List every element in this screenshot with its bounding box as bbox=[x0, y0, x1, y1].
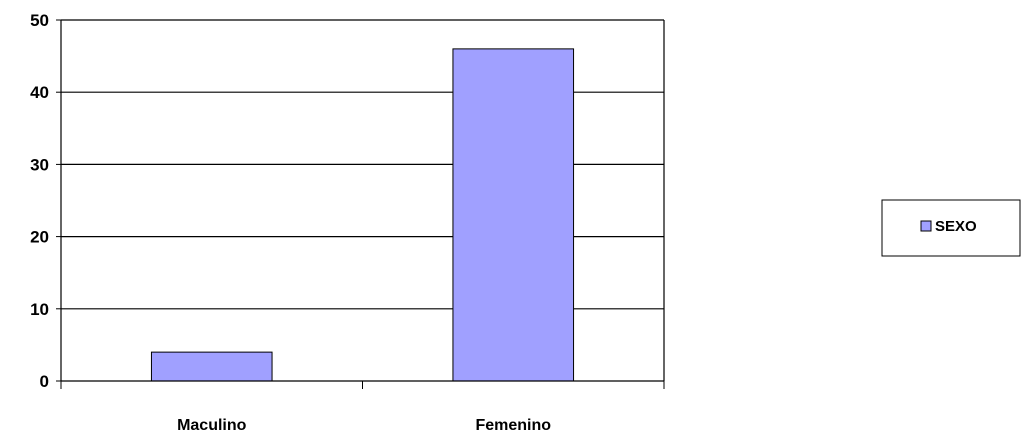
x-category-label: Femenino bbox=[475, 417, 551, 434]
legend: SEXO bbox=[881, 199, 1021, 257]
y-tick-label: 10 bbox=[30, 300, 49, 319]
y-tick-label: 50 bbox=[30, 11, 49, 30]
y-tick-label: 0 bbox=[40, 372, 49, 391]
legend-label: SEXO bbox=[935, 218, 977, 235]
y-tick-labels: 0 10 20 30 40 50 bbox=[30, 11, 49, 391]
legend-swatch bbox=[920, 220, 932, 232]
bars bbox=[150, 48, 575, 382]
y-tick-label: 30 bbox=[30, 155, 49, 174]
bar-femenino bbox=[452, 48, 575, 382]
axes bbox=[56, 19, 665, 389]
x-category-labels: Maculino Femenino bbox=[177, 417, 551, 434]
y-tick-label: 40 bbox=[30, 83, 49, 102]
bar-maculino bbox=[150, 351, 273, 382]
y-tick-label: 20 bbox=[30, 228, 49, 247]
x-category-label: Maculino bbox=[177, 417, 247, 434]
legend-box bbox=[881, 199, 1021, 257]
